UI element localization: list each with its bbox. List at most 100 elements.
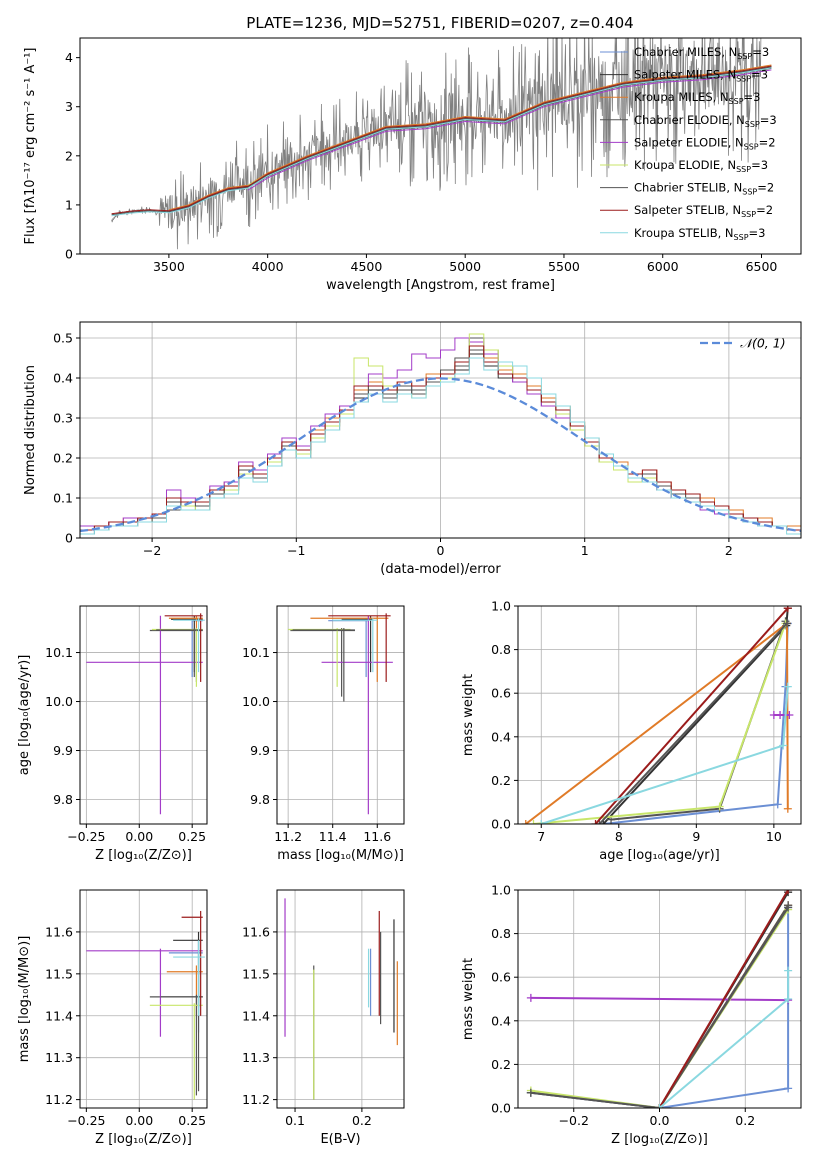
y-tick-label: 11.5 [242, 966, 270, 981]
weight-line [598, 622, 788, 824]
spectrum-panel: 3500 4000 4500 5000 5500 6000 6500 0 1 2 3 4 wavelen… [23, 37, 802, 293]
plot-area [86, 613, 205, 815]
point-salpeter-elodie [86, 948, 203, 1037]
x-tick-label: 0.1 [285, 1113, 305, 1128]
weight-marker [526, 1088, 535, 1097]
model-spectrum-kroupa-stelib [111, 67, 772, 217]
legend-entry: Kroupa ELODIE, NSSP=3 [634, 158, 768, 174]
y-axis-label: mass weight [461, 674, 476, 756]
x-tick-label: −1 [287, 543, 305, 558]
point-chabrier-stelib [292, 628, 355, 702]
figure-title: PLATE=1236, MJD=52751, FIBERID=0207, z=0… [246, 14, 633, 32]
x-tick-label: 0 [437, 543, 445, 558]
legend-entry: Kroupa MILES, NSSP=3 [634, 90, 760, 106]
y-tick-label: 4 [65, 50, 73, 65]
plot-area [86, 910, 205, 1100]
y-tick-label: 0.5 [53, 331, 73, 346]
y-tick-label: 0.6 [491, 970, 511, 985]
legend-entry: Chabrier MILES, NSSP=3 [634, 45, 769, 61]
weight-marker [521, 820, 530, 824]
gaussian-reference-curve [80, 377, 801, 533]
y-tick-label: 0.0 [491, 1101, 511, 1116]
y-tick-label: 0.8 [491, 642, 511, 657]
y-tick-label: 9.9 [53, 743, 73, 758]
x-tick-label: 0.2 [352, 1113, 372, 1128]
point-kroupa-miles [310, 615, 389, 682]
weight-curve-kroupa-elodie [529, 619, 790, 824]
x-tick-label: 5500 [548, 259, 580, 274]
y-tick-label: 1.0 [491, 883, 511, 898]
weight-marker [783, 606, 792, 613]
y-tick-label: 0 [65, 247, 73, 262]
weight-marker [784, 890, 793, 894]
x-axis-label: age [log₁₀(age/yr)] [599, 848, 720, 863]
y-axis-label: Normed distribution [23, 365, 38, 495]
point-kroupa-stelib [173, 940, 205, 1016]
y-tick-label: 11.2 [45, 1092, 73, 1107]
y-tick-label: 11.4 [242, 1008, 270, 1023]
x-tick-label: 11.2 [274, 829, 302, 844]
x-axis-label: Z [log₁₀(Z/Z⊙)] [611, 1132, 708, 1147]
model-spectrum-salpeter-stelib [111, 65, 772, 215]
x-tick-label: −2 [143, 543, 161, 558]
y-tick-label: 0.2 [491, 773, 511, 788]
y-tick-label: 11.5 [45, 966, 73, 981]
y-tick-label: 9.8 [53, 792, 73, 807]
x-axis-label: Z [log₁₀(Z/Z⊙)] [95, 1132, 192, 1147]
x-tick-label: −0.25 [67, 829, 105, 844]
x-tick-label: 1 [581, 543, 589, 558]
y-tick-label: 9.9 [250, 743, 270, 758]
point-salpeter-stelib [164, 613, 203, 682]
y-tick-label: 0 [65, 531, 73, 546]
mass-weight-vs-age-panel: 7 8 9 10 0.0 0.2 0.4 0.6 0.8 1.0 age [log₁₀(age/yr… [461, 599, 802, 863]
y-tick-label: 11.3 [242, 1050, 270, 1065]
y-tick-label: 0.2 [53, 451, 73, 466]
y-tick-label: 1.0 [491, 599, 511, 614]
plot-area [284, 898, 398, 1100]
x-tick-label: 9 [692, 829, 700, 844]
y-tick-label: 0.0 [491, 817, 511, 832]
weight-marker [784, 1084, 793, 1093]
y-tick-label: 0.4 [491, 1013, 511, 1028]
plot-area [526, 890, 793, 1108]
x-tick-label: 0.25 [178, 1113, 206, 1128]
y-tick-label: 9.8 [250, 792, 270, 807]
legend-entry: Salpeter STELIB, NSSP=2 [634, 203, 773, 219]
mass-weight-vs-metallicity-panel: −0.2 0.0 0.2 0.0 0.2 0.4 0.6 0.8 1.0 Z [log₁₀(Z/Z… [461, 883, 802, 1147]
weight-marker [537, 820, 546, 824]
y-tick-label: 10.1 [242, 645, 270, 660]
y-tick-label: 11.6 [242, 924, 270, 939]
y-tick-label: 10.1 [45, 645, 73, 660]
point-salpeter-stelib [181, 910, 203, 1016]
weight-marker [776, 711, 785, 719]
x-tick-label: 11.6 [363, 829, 391, 844]
model-spectrum-salpeter-elodie [247, 69, 772, 191]
mass-vs-metallicity-panel: −0.25 0.00 0.25 11.2 11.3 11.4 11.5 11.6 Z [log₁… [17, 889, 208, 1147]
age-vs-metallicity-panel: −0.25 0.00 0.25 9.8 9.9 10.0 10.1 Z [log₁₀(Z/Z⊙… [17, 605, 208, 863]
point-chabrier-stelib [156, 628, 203, 678]
x-tick-label: 6500 [746, 259, 778, 274]
y-axis-label: mass weight [461, 958, 476, 1040]
model-spectrum-kroupa-miles [168, 64, 772, 211]
x-tick-label: 0.2 [735, 1113, 755, 1128]
y-tick-label: 11.6 [45, 924, 73, 939]
legend-entry: 𝒩(0, 1) [740, 336, 786, 351]
weight-marker [783, 682, 792, 691]
weight-marker [783, 804, 792, 813]
x-axis-label: wavelength [Angstrom, rest frame] [326, 278, 555, 293]
weight-curve-salpeter-stelib [591, 606, 792, 824]
spectrum-legend: Chabrier MILES, NSSP=3 Salpeter MILES, NS… [600, 45, 777, 242]
y-tick-label: 1 [65, 197, 73, 212]
x-tick-label: −0.25 [67, 1113, 105, 1128]
x-tick-label: −0.2 [559, 1113, 589, 1128]
x-tick-label: 8 [615, 829, 623, 844]
axes-frame [79, 605, 208, 825]
x-axis-label: E(B-V) [320, 1132, 360, 1147]
plot-area [521, 606, 794, 824]
y-tick-label: 0.6 [491, 686, 511, 701]
y-tick-label: 10.0 [45, 694, 73, 709]
weight-marker [785, 711, 794, 719]
axes-frame [79, 889, 208, 1109]
